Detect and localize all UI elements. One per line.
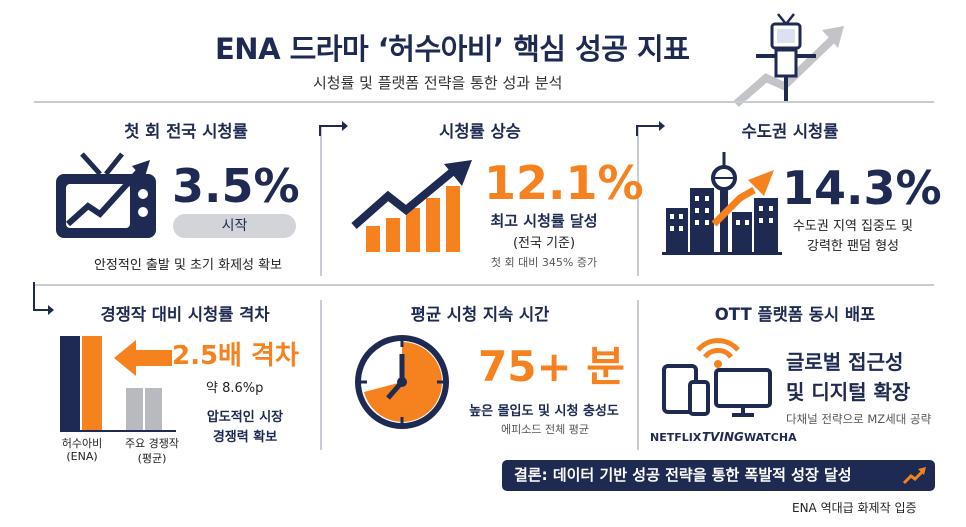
divider-top bbox=[34, 101, 934, 103]
first-rating-value: 3.5% bbox=[172, 159, 300, 213]
bar1-label-line1: 허수아비 bbox=[61, 437, 103, 450]
clock-icon bbox=[355, 335, 449, 429]
logo-watcha: WATCHA bbox=[744, 431, 797, 444]
ott-line1: 글로벌 접근성 bbox=[786, 350, 904, 374]
logo-netflix: NETFLIX bbox=[650, 431, 702, 444]
gap-approx: 약 8.6%p bbox=[206, 381, 264, 396]
tv-trend-icon bbox=[56, 152, 156, 238]
bar2-label-line1: 주요 경쟁작 bbox=[124, 437, 180, 450]
first-rating-caption: 안정적인 출발 및 초기 화제성 확보 bbox=[93, 258, 283, 273]
flow-arrow-3 bbox=[33, 282, 54, 315]
logo-tving: TVING bbox=[702, 430, 744, 444]
scarecrow-tv-icon bbox=[733, 13, 844, 108]
city-tower-icon bbox=[662, 152, 782, 255]
bar1-label-line2: (ENA) bbox=[66, 450, 98, 463]
page-title: ENA 드라마 ‘허수아비’ 핵심 성공 지표 bbox=[215, 32, 690, 66]
conclusion-banner: 결론: 데이터 기반 성공 전략을 통한 폭발적 성장 달성 bbox=[502, 460, 935, 491]
panel-metro-rating-title: 수도권 시청률 bbox=[741, 122, 839, 141]
page-subtitle: 시청률 및 플랫폼 전략을 통한 성과 분석 bbox=[313, 74, 563, 92]
status-badge-start: 시작 bbox=[173, 214, 296, 238]
left-arrow-icon bbox=[114, 340, 172, 376]
gap-line2: 경쟁력 확보 bbox=[212, 430, 278, 445]
watch-time-note: 에피소드 전체 평균 bbox=[501, 423, 589, 436]
watch-time-headline: 높은 몰입도 및 시청 충성도 bbox=[469, 404, 619, 419]
header: ENA 드라마 ‘허수아비’ 핵심 성공 지표 시청률 및 플랫폼 전략을 통한… bbox=[0, 0, 966, 108]
metro-rating-value: 14.3% bbox=[782, 161, 942, 215]
watch-time-value: 75+ 분 bbox=[478, 342, 625, 391]
bar-compare-icon bbox=[60, 336, 176, 432]
divider-col1-bottom bbox=[320, 300, 322, 450]
divider-col2-bottom bbox=[637, 300, 639, 450]
rating-rise-headline: 최고 시청률 달성 bbox=[490, 212, 598, 230]
bar2-label-line2: (평균) bbox=[137, 452, 167, 465]
metro-rating-line1: 수도권 지역 집중도 및 bbox=[792, 219, 914, 234]
gap-line1: 압도적인 시장 bbox=[206, 410, 284, 425]
conclusion-text: 결론: 데이터 기반 성공 전략을 통한 폭발적 성장 달성 bbox=[514, 466, 852, 484]
rating-rise-value: 12.1% bbox=[484, 156, 644, 210]
bar-growth-icon bbox=[351, 160, 472, 252]
rating-rise-note: 첫 회 대비 345% 증가 bbox=[490, 256, 598, 269]
gap-value: 2.5배 격차 bbox=[172, 341, 299, 371]
devices-wifi-icon bbox=[662, 338, 772, 417]
trend-arrow-icon bbox=[902, 467, 926, 485]
panel-ott-title: OTT 플랫폼 동시 배포 bbox=[714, 305, 876, 324]
panel-gap-title: 경쟁작 대비 시청률 격차 bbox=[100, 305, 270, 324]
ott-line2: 및 디지털 확장 bbox=[786, 380, 911, 404]
flow-arrow-2 bbox=[636, 121, 665, 136]
panel-rating-rise-title: 시청률 상승 bbox=[439, 122, 521, 141]
metro-rating-line2: 강력한 팬덤 형성 bbox=[807, 239, 899, 254]
panel-first-rating-title: 첫 회 전국 시청률 bbox=[124, 122, 248, 141]
conclusion-footnote: ENA 역대급 화제작 입증 bbox=[792, 501, 917, 515]
ott-note: 다채널 전략으로 MZ세대 공략 bbox=[786, 412, 932, 426]
rating-rise-sub: (전국 기준) bbox=[512, 236, 576, 251]
divider-col2-top bbox=[637, 126, 639, 276]
divider-middle bbox=[34, 284, 934, 286]
panel-watch-time-title: 평균 시청 지속 시간 bbox=[410, 305, 550, 324]
divider-col1-top bbox=[320, 126, 322, 276]
flow-arrow-1 bbox=[319, 121, 348, 136]
